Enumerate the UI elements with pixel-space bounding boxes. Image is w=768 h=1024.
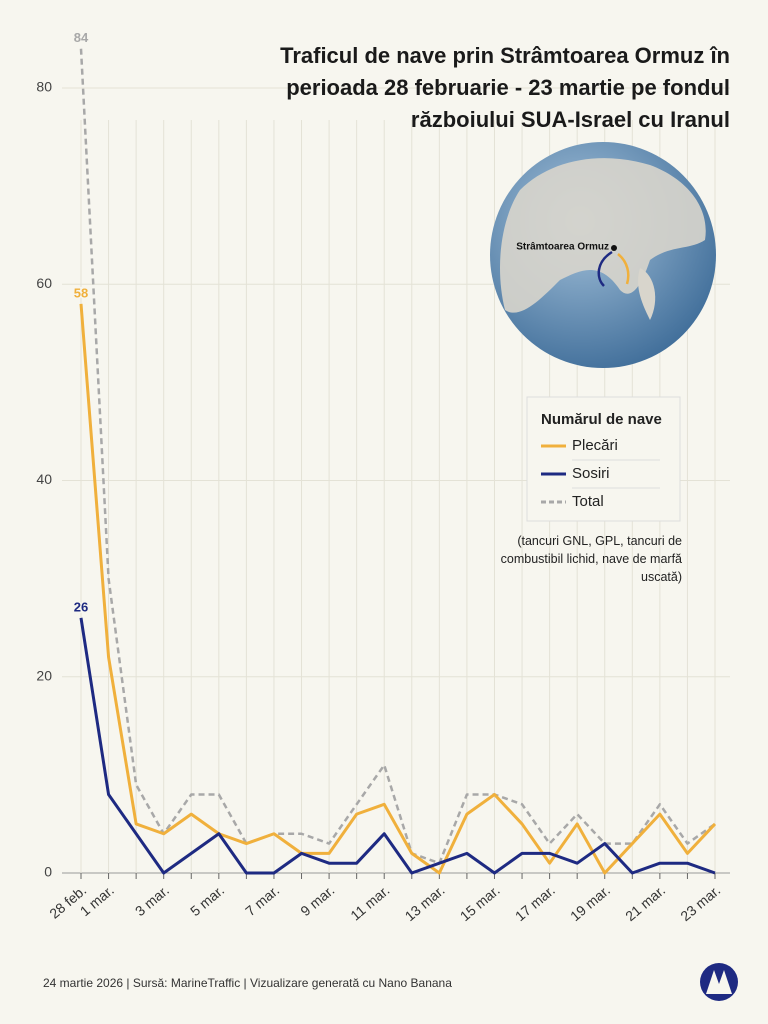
note: (tancuri GNL, GPL, tancuri de combustibi…	[500, 534, 682, 584]
chart-title: Traficul de nave prin Strâmtoarea Ormuz …	[280, 43, 730, 132]
x-tick-label: 9 mar.	[297, 882, 337, 919]
series-line	[79, 48, 716, 865]
y-tick-label: 80	[36, 79, 52, 95]
x-tick-label: 19 mar.	[567, 882, 613, 924]
data-label: 84	[74, 30, 89, 45]
x-tick-label: 15 mar.	[457, 882, 503, 924]
legend-label: Sosiri	[572, 465, 610, 482]
x-tick-label: 11 mar.	[347, 882, 392, 924]
y-tick-label: 60	[36, 275, 52, 291]
footer: 24 martie 2026 | Sursă: MarineTraffic | …	[43, 976, 452, 990]
x-tick-label: 13 mar.	[402, 882, 448, 924]
x-tick-label: 7 mar.	[242, 882, 282, 919]
legend-title: Numărul de nave	[541, 411, 662, 428]
series-line	[79, 617, 716, 875]
logo	[700, 963, 738, 1001]
legend-label: Plecări	[572, 437, 618, 454]
y-tick-label: 20	[36, 667, 52, 683]
data-label: 58	[74, 285, 88, 300]
globe: Strâmtoarea Ormuz	[490, 142, 716, 368]
x-tick-label: 3 mar.	[132, 882, 172, 919]
map-label: Strâmtoarea Ormuz	[516, 242, 609, 253]
data-label: 26	[74, 599, 88, 614]
y-tick-label: 0	[44, 864, 52, 880]
x-tick-label: 21 mar.	[622, 882, 668, 924]
x-tick-label: 23 mar.	[677, 882, 723, 924]
legend-label: Total	[572, 493, 604, 510]
x-tick-label: 17 mar.	[512, 882, 558, 924]
legend: Numărul de nave Plecări Sosiri Total	[526, 396, 681, 522]
y-tick-label: 40	[36, 471, 52, 487]
x-tick-label: 5 mar.	[187, 882, 227, 919]
series-line	[79, 303, 717, 875]
